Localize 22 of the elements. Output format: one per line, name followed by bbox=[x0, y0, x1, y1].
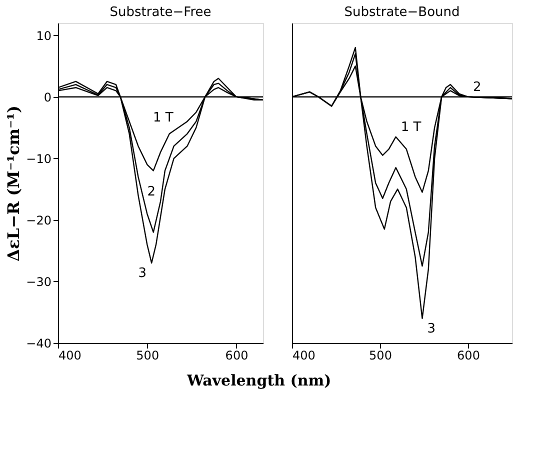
series-label: 1 T bbox=[400, 120, 422, 135]
chart-title: Substrate−Bound bbox=[344, 5, 460, 20]
series-label: 2 bbox=[147, 184, 156, 200]
y-tick-label: 0 bbox=[44, 90, 52, 104]
series-label: 3 bbox=[138, 266, 147, 281]
series-label: 3 bbox=[427, 321, 436, 336]
y-tick-label: −20 bbox=[26, 213, 52, 228]
y-tick-label: −40 bbox=[26, 336, 52, 350]
y-tick-label: −10 bbox=[26, 152, 52, 166]
series-label: 1 T bbox=[152, 110, 174, 126]
y-tick-label: 10 bbox=[36, 28, 52, 43]
x-tick-label: 600 bbox=[225, 348, 248, 362]
x-tick-label: 500 bbox=[369, 348, 392, 362]
series-label: 2 bbox=[473, 80, 482, 95]
x-tick-label: 600 bbox=[457, 348, 480, 362]
x-axis-title: Wavelength (nm) bbox=[186, 372, 332, 390]
x-tick-label: 400 bbox=[292, 348, 316, 362]
y-tick-label: −30 bbox=[26, 274, 52, 289]
y-axis-title: ΔεL−R (M⁻¹cm⁻¹) bbox=[4, 105, 24, 262]
x-tick-label: 500 bbox=[136, 348, 160, 362]
chart-title: Substrate−Free bbox=[110, 5, 212, 20]
x-tick-label: 400 bbox=[58, 348, 82, 362]
